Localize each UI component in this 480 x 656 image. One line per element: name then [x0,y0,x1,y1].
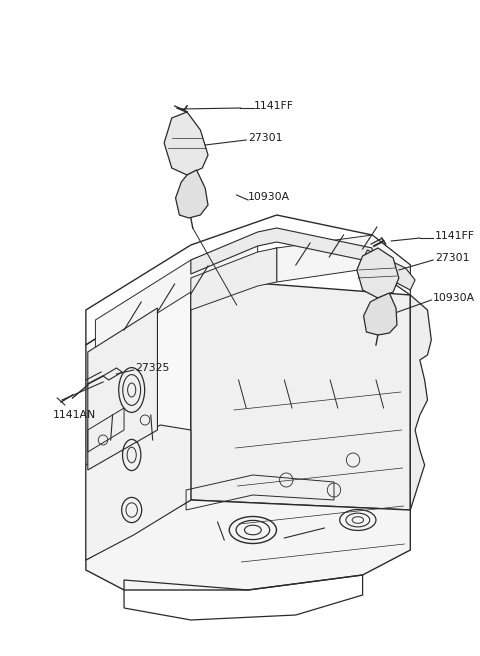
Polygon shape [164,112,208,175]
Polygon shape [363,293,397,335]
Text: 10930A: 10930A [433,293,475,303]
Polygon shape [410,295,432,510]
Polygon shape [86,500,410,590]
Text: 1141FF: 1141FF [435,231,475,241]
Text: 1141FF: 1141FF [254,101,294,111]
Polygon shape [357,248,399,298]
Polygon shape [362,250,415,290]
Polygon shape [88,308,157,470]
Polygon shape [86,278,191,560]
Polygon shape [191,278,410,510]
Text: 27301: 27301 [435,253,469,263]
Text: 1141AN: 1141AN [52,410,96,420]
Polygon shape [96,235,258,352]
Polygon shape [277,235,410,295]
Polygon shape [191,228,372,274]
Text: 27301: 27301 [248,133,283,143]
Polygon shape [191,248,277,310]
Text: 27325: 27325 [135,363,170,373]
Polygon shape [176,170,208,218]
Text: 10930A: 10930A [248,192,290,202]
Polygon shape [86,425,191,560]
